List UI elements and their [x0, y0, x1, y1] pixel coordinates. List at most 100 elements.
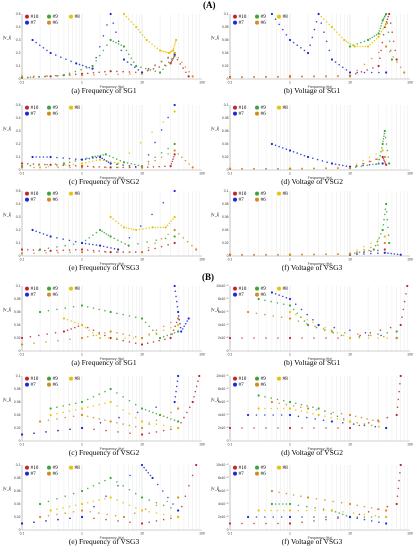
data-point	[122, 12, 126, 16]
legend-label: #8	[75, 465, 81, 471]
data-point	[56, 513, 58, 516]
series-n10	[20, 317, 180, 346]
data-point	[134, 251, 137, 253]
data-point	[382, 138, 385, 140]
data-point	[122, 58, 126, 61]
series-n8	[122, 12, 178, 55]
data-point	[33, 521, 35, 523]
data-point	[148, 410, 151, 412]
data-point	[288, 400, 292, 404]
data-point	[152, 341, 155, 343]
y-tick-label: 0.02	[222, 64, 229, 68]
data-point	[288, 310, 292, 314]
data-point	[246, 515, 250, 519]
x-tick-label: 0.1	[228, 443, 233, 447]
data-point	[178, 319, 181, 321]
data-point	[69, 251, 71, 254]
y-tick-label: 0.08	[14, 387, 21, 391]
data-point	[29, 164, 32, 167]
x-tick-label: 1	[81, 443, 83, 447]
data-point	[122, 161, 126, 164]
legend-marker	[277, 286, 281, 291]
data-point	[281, 147, 284, 149]
data-point	[162, 335, 165, 338]
data-point	[145, 227, 147, 230]
data-point	[175, 295, 177, 298]
chart-caption: (f) Voltage of VSG3	[281, 263, 343, 272]
x-tick-label: 1	[289, 172, 291, 176]
data-point	[62, 157, 64, 159]
data-point	[334, 511, 337, 513]
data-point	[117, 43, 120, 45]
data-point	[386, 416, 389, 419]
data-point	[364, 332, 367, 334]
data-point	[129, 521, 131, 523]
legend-label: #10	[31, 376, 39, 382]
data-point	[292, 151, 295, 153]
data-point	[156, 47, 159, 50]
data-point	[191, 244, 193, 247]
data-point	[296, 312, 299, 315]
y-tick-label: 0.1	[16, 64, 21, 68]
data-point	[116, 338, 118, 341]
data-point	[309, 44, 311, 46]
data-point	[69, 428, 71, 431]
data-point	[325, 427, 327, 429]
data-point	[294, 313, 297, 316]
data-point	[313, 516, 315, 518]
data-point	[86, 306, 89, 308]
legend-marker	[47, 382, 51, 387]
data-point	[330, 509, 334, 512]
data-point	[115, 220, 117, 222]
series-n8	[288, 149, 384, 170]
data-point	[313, 28, 316, 31]
data-point	[102, 35, 105, 37]
data-point	[274, 18, 277, 20]
data-point	[109, 310, 112, 314]
data-point	[381, 22, 383, 24]
data-point	[114, 514, 117, 517]
data-point	[170, 514, 172, 517]
data-point	[270, 300, 272, 303]
data-point	[124, 337, 127, 339]
data-point	[395, 413, 398, 417]
data-point	[38, 420, 42, 423]
legend-label: #7	[31, 382, 37, 388]
legend-marker	[47, 465, 51, 470]
data-point	[129, 474, 131, 477]
data-point	[75, 62, 78, 65]
series-n8	[49, 400, 180, 430]
data-point	[270, 397, 272, 399]
data-point	[152, 329, 154, 331]
data-point	[122, 313, 124, 316]
legend-label: #7	[31, 197, 37, 203]
legend-marker	[25, 382, 29, 387]
y-tick-label: 0.1	[16, 241, 21, 245]
data-point	[378, 508, 380, 510]
data-point	[148, 333, 151, 335]
data-point	[144, 409, 147, 411]
data-point	[152, 411, 154, 414]
y-tick-label: 0.02	[222, 155, 229, 159]
data-point	[369, 43, 371, 46]
data-point	[172, 47, 175, 50]
data-point	[162, 518, 165, 521]
data-point	[399, 463, 402, 467]
data-point	[37, 334, 40, 337]
data-point	[336, 415, 339, 418]
series-n7	[348, 251, 402, 256]
data-point	[147, 472, 150, 474]
data-point	[345, 165, 348, 167]
data-point	[109, 166, 112, 169]
data-point	[375, 163, 377, 165]
data-point	[348, 502, 352, 506]
data-point	[116, 405, 118, 407]
data-point	[148, 423, 151, 425]
data-point	[170, 507, 172, 509]
data-point	[151, 226, 154, 229]
data-point	[33, 342, 35, 344]
data-point	[300, 403, 303, 406]
data-point	[128, 341, 131, 343]
